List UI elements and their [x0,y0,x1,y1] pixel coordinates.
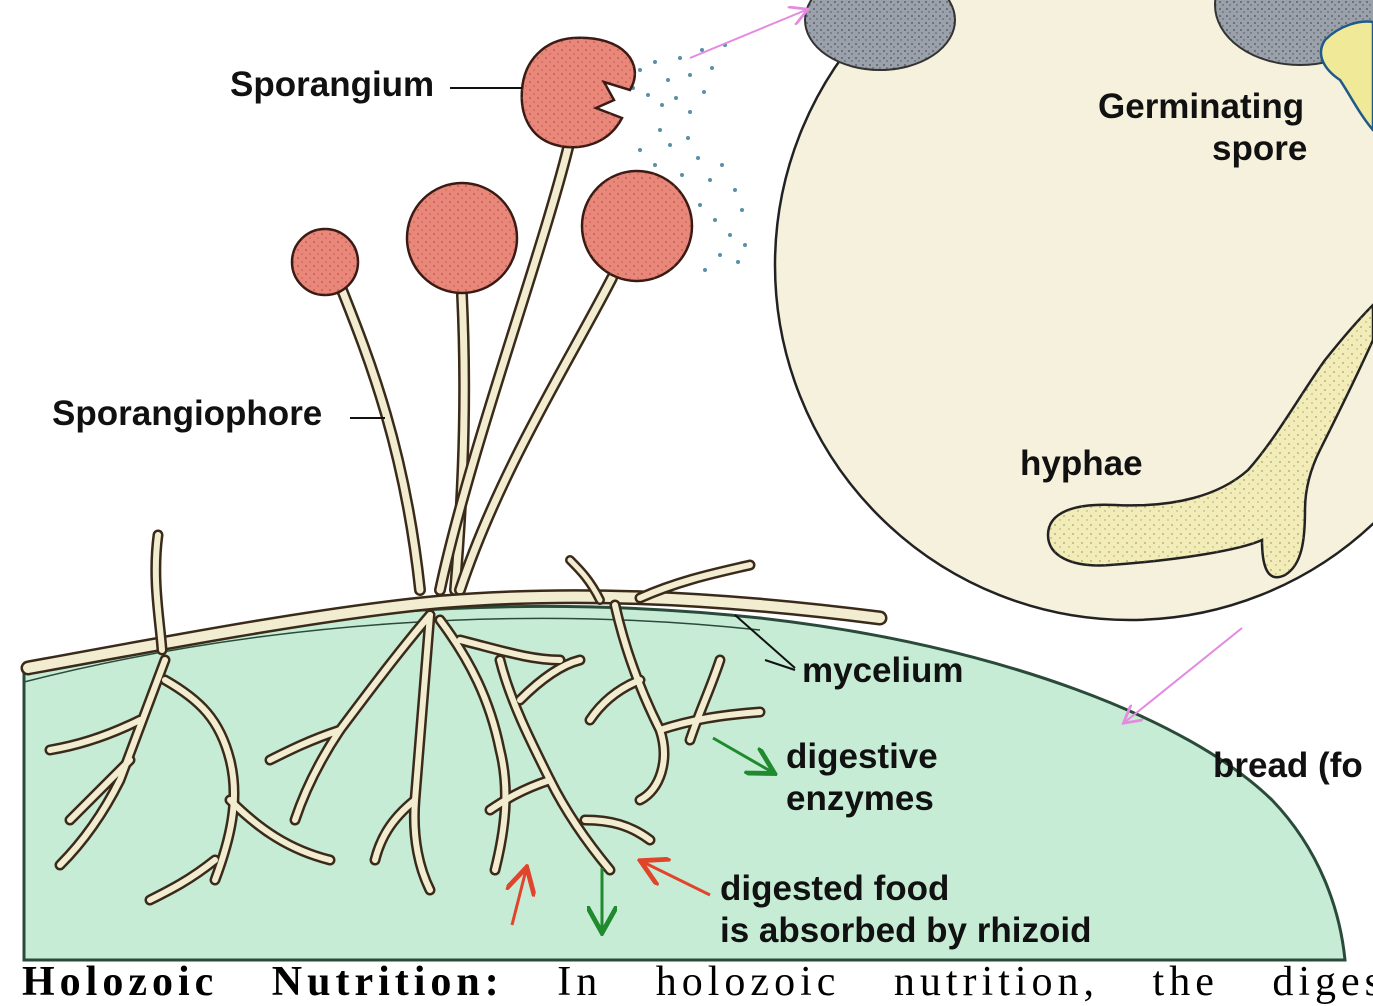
label-germinating-spore-1: Germinating [1098,87,1304,126]
sporangia [290,36,694,297]
label-digestive-enzymes-1: digestive [786,737,938,776]
label-digested-food-1: digested food [720,869,949,908]
arrow-to-bread [1125,627,1243,722]
arrows [512,10,1243,930]
arrow-absorb-2 [643,862,711,897]
label-bread: bread (fo [1213,746,1363,785]
label-digested-food-2: is absorbed by rhizoid [720,911,1091,950]
label-sporangiophore: Sporangiophore [52,394,322,433]
caption: Holozoic Nutrition: In holozoic nutritio… [22,958,1373,1006]
label-germinating-spore-2: spore [1212,129,1307,168]
arrow-absorb-1 [512,870,526,926]
bread-mound [22,604,1347,962]
sporangiophores [334,142,618,596]
caption-lead: Holozoic Nutrition: [22,959,504,1005]
label-digestive-enzymes-2: enzymes [786,779,934,818]
germ-tube [1319,20,1373,132]
caption-text: In holozoic nutrition, the digestion of … [557,959,1373,1005]
germination-inset [773,0,1373,622]
label-sporangium: Sporangium [230,65,434,104]
label-mycelium: mycelium [802,651,963,690]
stolon [20,529,888,676]
arrow-enzymes-out [712,736,772,772]
rhizoids [44,599,766,906]
leader-lines [350,87,796,671]
spore-left [804,0,956,71]
label-hyphae: hyphae [1020,444,1143,483]
arrow-spore-dispersal [689,10,806,59]
